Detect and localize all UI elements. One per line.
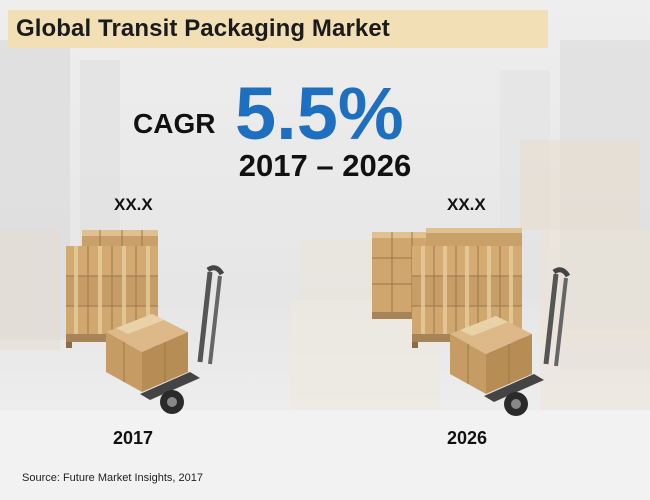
value-label-2017: XX.X [114,195,153,214]
chart-title: Global Transit Packaging Market [16,15,390,42]
pallet-boxes-2017-illustration [66,230,225,414]
cagr-period: 2017 – 2026 [238,148,412,183]
category-label-2026: 2026 [447,428,488,448]
hand-truck-icon [450,267,571,416]
value-label-2026: XX.X [447,195,486,214]
cagr-label: CAGR [133,108,216,139]
title-band: Global Transit Packaging Market [8,10,548,48]
cagr-headline: CAGR 5.5% [0,72,650,155]
hand-truck-icon [106,265,225,414]
category-label-2017: 2017 [113,428,154,448]
pallet-boxes-2026-illustration [372,228,571,416]
cagr-value: 5.5% [235,72,404,155]
source-note: Source: Future Market Insights, 2017 [22,472,203,484]
